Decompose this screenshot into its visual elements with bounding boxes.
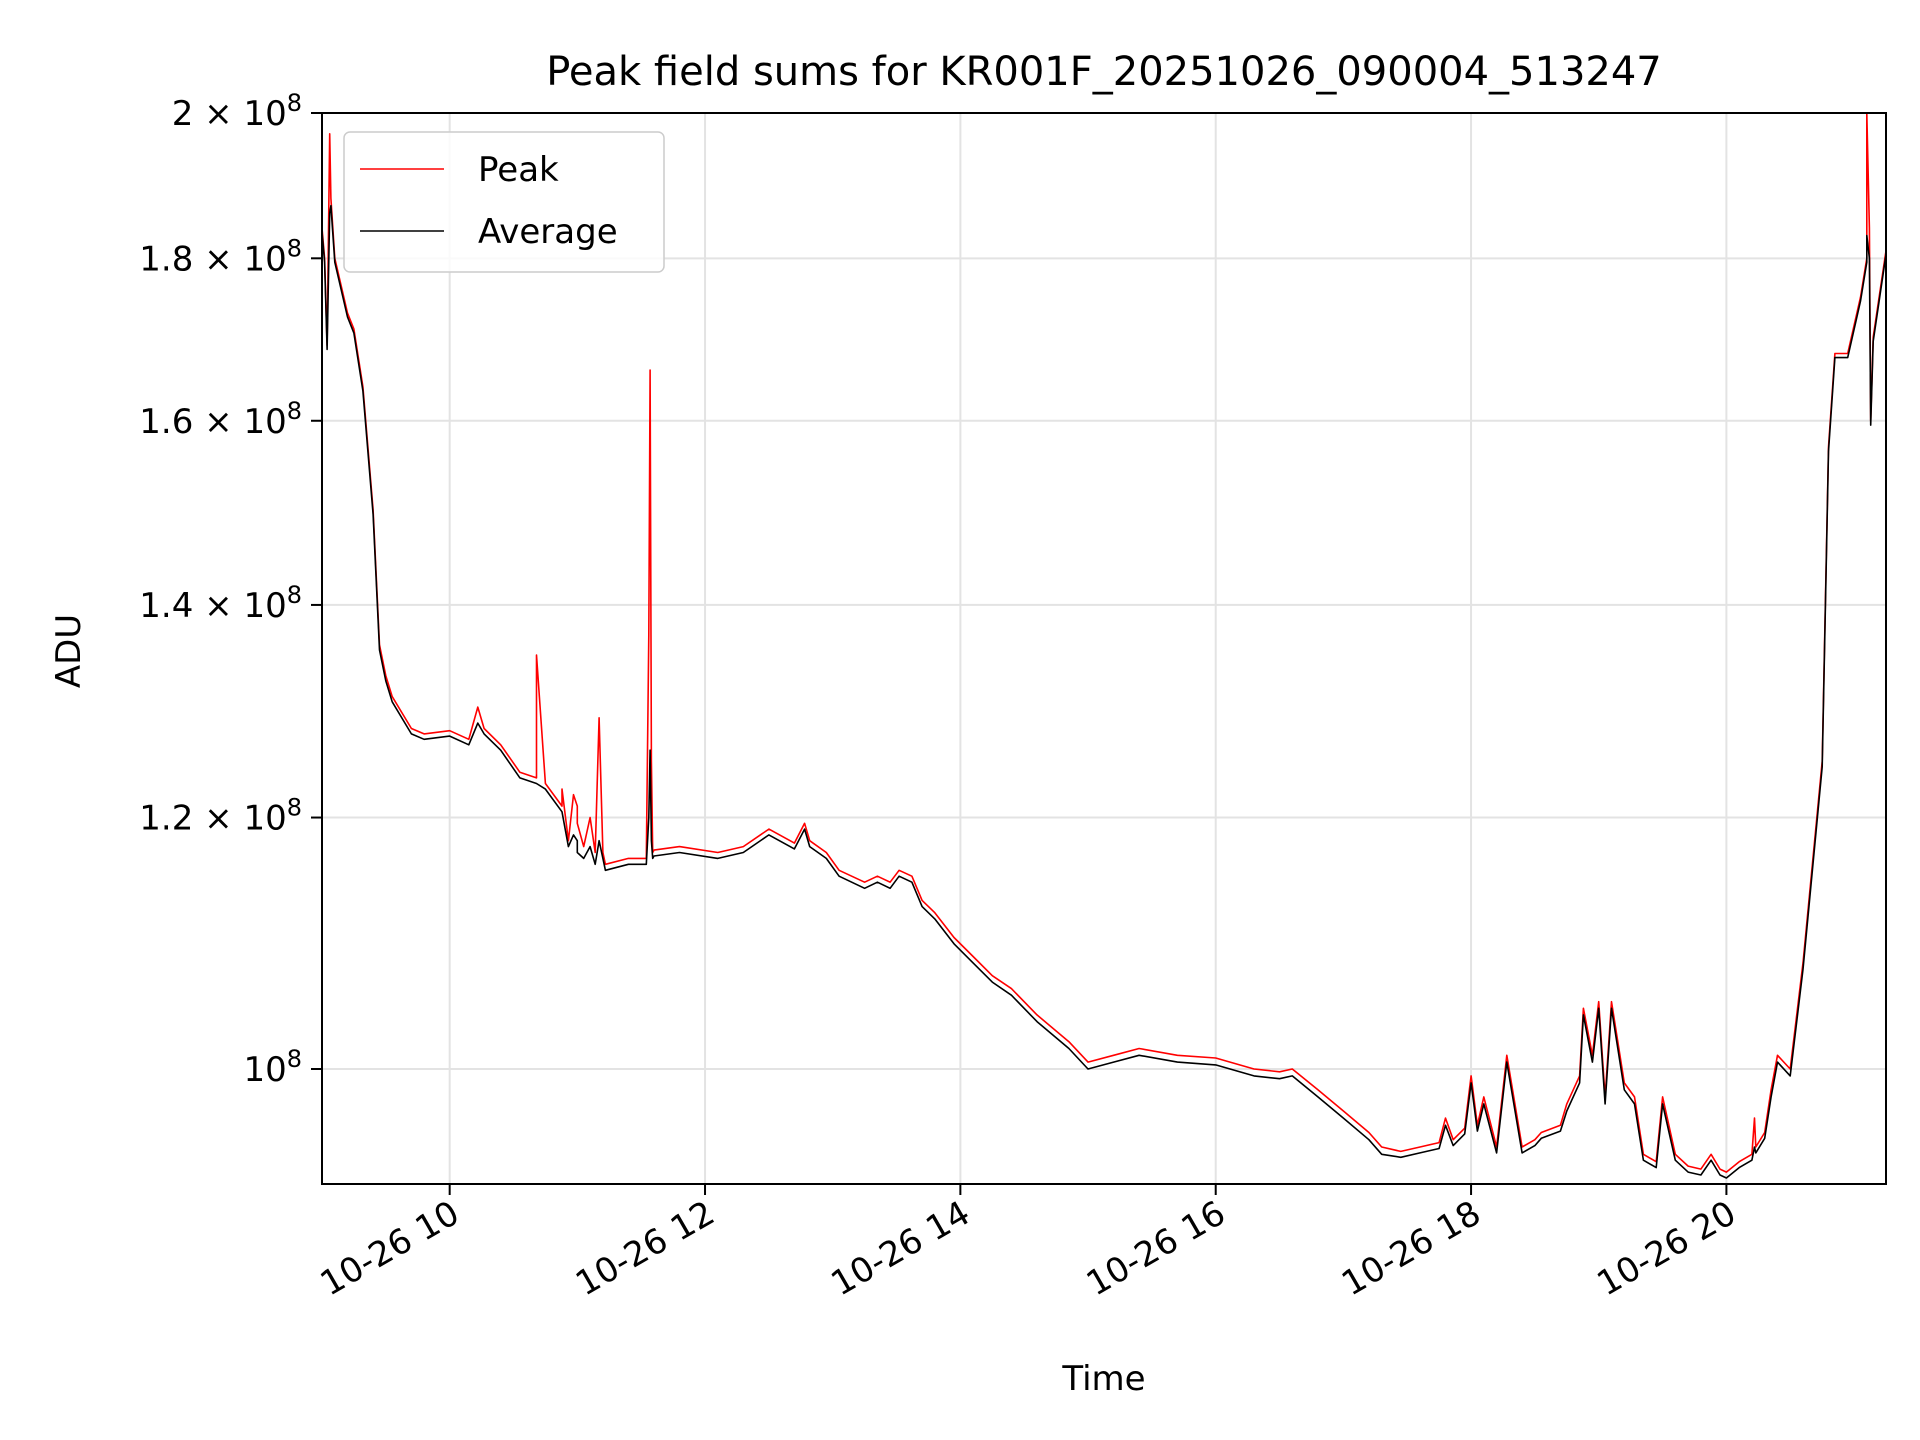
x-tick-label: 10-26 10 xyxy=(314,1193,466,1304)
x-tick-label: 10-26 16 xyxy=(1080,1193,1232,1304)
y-tick-label: 1.8 × 108 xyxy=(139,234,302,279)
y-tick-label: 1.6 × 108 xyxy=(139,397,302,442)
legend-box xyxy=(343,131,665,273)
y-tick-label: 108 xyxy=(243,1045,302,1090)
grid-lines xyxy=(322,112,1886,1184)
legend-label-peak: Peak xyxy=(478,150,559,190)
y-tick-label: 2 × 108 xyxy=(172,89,302,134)
x-tick-label: 10-26 14 xyxy=(824,1193,976,1304)
series-layer xyxy=(321,112,1887,1179)
plot-frame xyxy=(321,112,1887,1185)
y-axis: 108 1.2 × 108 1.4 × 108 1.6 × 108 1.8 × 108 2… xyxy=(139,89,322,1090)
y-tick-label: 1.2 × 108 xyxy=(139,794,302,839)
legend: Peak Average xyxy=(343,131,665,273)
x-tick-label: 10-26 20 xyxy=(1591,1193,1743,1304)
x-axis: 10-26 10 10-26 12 10-26 14 10-26 16 10-26 18… xyxy=(314,1184,1743,1304)
chart-title: Peak field sums for KR001F_20251026_0900… xyxy=(546,49,1662,95)
x-tick-label: 10-26 18 xyxy=(1335,1193,1487,1304)
legend-label-average: Average xyxy=(478,212,618,252)
x-axis-label: Time xyxy=(1061,1359,1145,1399)
y-axis-label: ADU xyxy=(49,614,89,688)
series-line-average xyxy=(321,204,1887,1179)
series-line-peak xyxy=(321,112,1887,1173)
y-tick-label: 1.4 × 108 xyxy=(139,581,302,626)
x-tick-label: 10-26 12 xyxy=(569,1193,721,1304)
